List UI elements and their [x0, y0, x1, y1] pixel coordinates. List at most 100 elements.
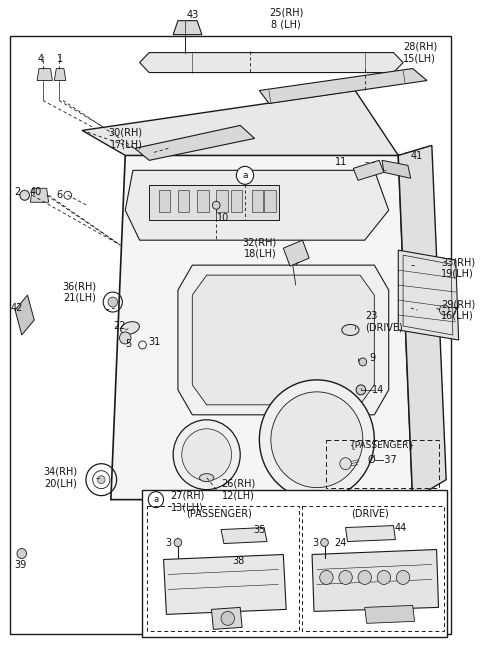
Polygon shape	[382, 160, 411, 178]
Text: 39: 39	[14, 561, 26, 570]
Bar	[149, 186, 278, 220]
Circle shape	[271, 392, 363, 487]
Text: 24: 24	[335, 537, 347, 548]
Circle shape	[356, 385, 366, 395]
Circle shape	[221, 611, 234, 626]
Text: 23
(DRIVE): 23 (DRIVE)	[365, 312, 403, 333]
Circle shape	[174, 539, 182, 546]
Polygon shape	[312, 550, 439, 611]
Circle shape	[148, 492, 164, 508]
Bar	[147, 506, 299, 631]
Bar	[159, 190, 170, 212]
Text: 7: 7	[451, 307, 457, 317]
Circle shape	[97, 476, 105, 484]
Bar	[326, 440, 440, 487]
Polygon shape	[15, 295, 34, 335]
Text: 36(RH)
21(LH): 36(RH) 21(LH)	[62, 281, 96, 303]
Text: 11: 11	[335, 157, 348, 167]
Polygon shape	[82, 90, 398, 155]
Text: 40: 40	[29, 188, 42, 197]
Text: 32(RH)
18(LH): 32(RH) 18(LH)	[242, 238, 276, 259]
Text: a: a	[242, 171, 248, 180]
Circle shape	[236, 166, 253, 184]
Text: 34(RH)
20(LH): 34(RH) 20(LH)	[43, 467, 77, 489]
Text: 38: 38	[232, 556, 244, 567]
Polygon shape	[192, 275, 374, 405]
Ellipse shape	[342, 324, 359, 336]
Polygon shape	[125, 170, 389, 240]
Text: 9: 9	[370, 353, 376, 363]
Polygon shape	[283, 240, 309, 266]
Polygon shape	[259, 69, 427, 103]
Text: 44: 44	[395, 522, 408, 533]
Circle shape	[358, 570, 372, 585]
Text: 28(RH)
15(LH): 28(RH) 15(LH)	[403, 42, 437, 64]
Text: 30(RH)
17(LH): 30(RH) 17(LH)	[108, 128, 143, 149]
Ellipse shape	[200, 474, 214, 482]
Polygon shape	[346, 526, 396, 541]
Circle shape	[17, 548, 26, 559]
Bar	[230, 190, 242, 212]
Text: 22: 22	[114, 321, 126, 331]
Text: 27(RH)
13(LH): 27(RH) 13(LH)	[170, 491, 204, 513]
Circle shape	[182, 429, 231, 481]
Circle shape	[213, 201, 220, 209]
Text: 42: 42	[10, 303, 23, 313]
Polygon shape	[30, 188, 48, 202]
Circle shape	[396, 570, 410, 585]
Circle shape	[440, 305, 449, 315]
Polygon shape	[54, 69, 66, 80]
Circle shape	[339, 570, 352, 585]
Polygon shape	[212, 607, 242, 630]
Text: 2: 2	[14, 188, 20, 197]
Text: 10: 10	[217, 214, 229, 223]
Text: (DRIVE): (DRIVE)	[351, 509, 388, 519]
Text: 14: 14	[372, 385, 384, 395]
Polygon shape	[111, 155, 413, 500]
Text: (PASSENGER): (PASSENGER)	[186, 509, 252, 519]
Ellipse shape	[120, 322, 139, 334]
Polygon shape	[178, 265, 389, 415]
Circle shape	[259, 380, 374, 500]
Bar	[178, 190, 190, 212]
Text: 4: 4	[38, 54, 44, 64]
Bar	[264, 190, 276, 212]
Polygon shape	[164, 554, 286, 615]
Polygon shape	[135, 125, 254, 160]
Polygon shape	[140, 53, 403, 73]
Text: 43: 43	[186, 10, 198, 19]
Text: 3: 3	[312, 537, 318, 548]
Circle shape	[320, 570, 333, 585]
Polygon shape	[365, 606, 415, 623]
Bar	[302, 506, 444, 631]
Text: {PASSENGER}: {PASSENGER}	[349, 440, 415, 449]
Text: 26(RH)
12(LH): 26(RH) 12(LH)	[221, 479, 255, 500]
Text: 29(RH)
16(LH): 29(RH) 16(LH)	[442, 299, 476, 321]
Circle shape	[321, 539, 328, 546]
Bar	[197, 190, 209, 212]
Text: 25(RH)
8 (LH): 25(RH) 8 (LH)	[269, 8, 303, 29]
Polygon shape	[353, 160, 384, 180]
Circle shape	[377, 570, 391, 585]
Text: 35: 35	[253, 524, 265, 535]
Text: 1: 1	[57, 54, 63, 64]
Text: 6: 6	[56, 190, 62, 201]
Text: 31: 31	[148, 337, 160, 347]
Polygon shape	[173, 21, 202, 34]
Bar	[143, 489, 447, 637]
Text: 5: 5	[125, 339, 132, 349]
Polygon shape	[37, 69, 52, 80]
Circle shape	[108, 297, 118, 307]
Text: 33(RH)
19(LH): 33(RH) 19(LH)	[442, 257, 476, 279]
Text: Ø—37: Ø—37	[367, 455, 397, 465]
Circle shape	[120, 332, 131, 344]
Circle shape	[359, 358, 367, 366]
Text: 41: 41	[411, 151, 423, 162]
Polygon shape	[398, 250, 458, 340]
Text: 3: 3	[165, 537, 171, 548]
Text: a: a	[153, 495, 158, 504]
Circle shape	[20, 190, 29, 201]
Circle shape	[173, 420, 240, 489]
Bar	[252, 190, 263, 212]
Bar	[216, 190, 228, 212]
